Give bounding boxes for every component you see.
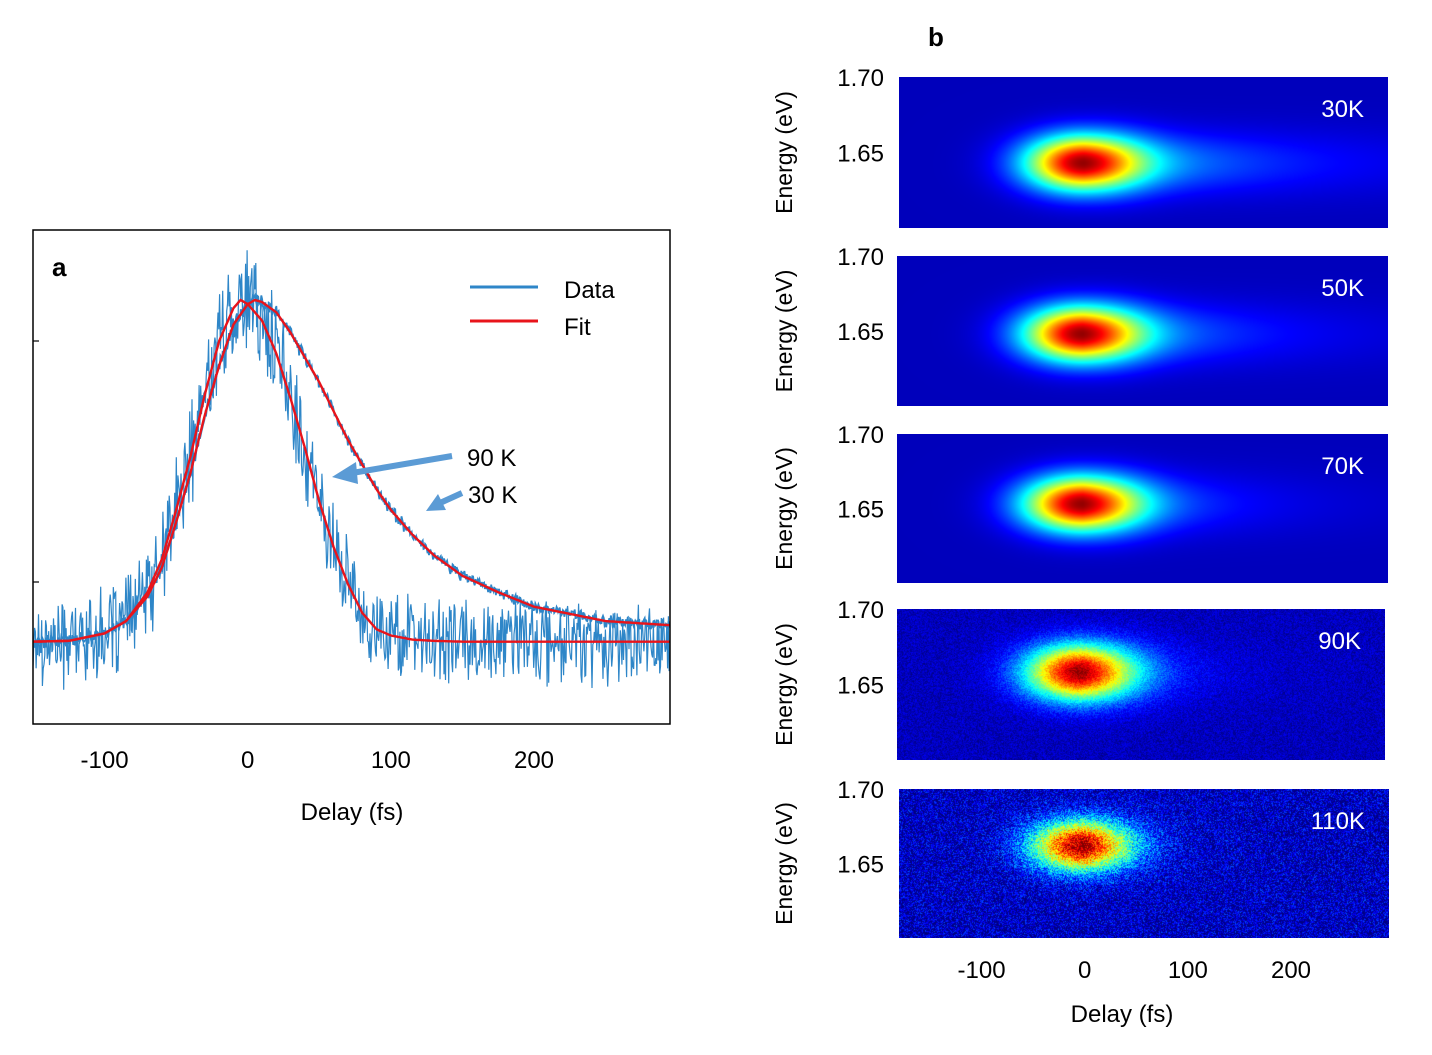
heatmap-image: [897, 609, 1385, 760]
annotation-arrowhead-90k: [332, 462, 358, 484]
heatmap-panel-90k: 90K 1.70 1.65 Energy (eV): [771, 597, 1385, 760]
y-tick-label: 1.65: [837, 141, 884, 168]
heatmap-y-axis-label: Energy (eV): [771, 623, 797, 746]
heatmap-image: [897, 256, 1388, 406]
heatmap-y-axis-label: Energy (eV): [771, 270, 797, 393]
x-tick-label: 200: [1271, 957, 1311, 984]
x-tick-label: 100: [1168, 957, 1208, 984]
panel-a-label: a: [52, 252, 67, 282]
annotation-arrow-90k: [351, 453, 453, 476]
panel-a-plot-area: [33, 250, 670, 690]
heatmap-image: [899, 77, 1388, 228]
y-tick-label: 1.65: [837, 852, 884, 879]
heatmap-y-axis-label: Energy (eV): [771, 447, 797, 570]
heatmap-panel-30k: 30K 1.70 1.65 Energy (eV): [771, 65, 1388, 228]
panel-b-heatmaps: 30K 1.70 1.65 Energy (eV) 50K 1.70 1.65 Energy …: [771, 65, 1389, 938]
y-tick-label: 1.65: [837, 497, 884, 524]
heatmap-panel-110k: 110K 1.70 1.65 Energy (eV): [771, 777, 1389, 938]
legend-data-label: Data: [564, 277, 615, 304]
panel-a-x-axis-label: Delay (fs): [301, 799, 404, 826]
panel-b-x-axis-label: Delay (fs): [1071, 1001, 1174, 1028]
heatmap-image: [897, 434, 1388, 583]
x-tick-label: -100: [958, 957, 1006, 984]
heatmap-temperature-label: 90K: [1318, 628, 1361, 655]
heatmap-image: [899, 789, 1389, 938]
panel-a-axes-frame: [32, 229, 671, 725]
annotation-arrow-30k: [438, 490, 464, 506]
legend-fit-label: Fit: [564, 314, 591, 341]
panel-b-x-ticks: -100 0 100 200: [958, 957, 1312, 984]
annotation-label-90k: 90 K: [467, 445, 516, 472]
panel-a-annotations: 90 K 30 K: [332, 445, 517, 511]
heatmap-temperature-label: 50K: [1321, 275, 1364, 302]
heatmap-temperature-label: 70K: [1321, 453, 1364, 480]
y-tick-label: 1.70: [837, 244, 884, 271]
y-tick-label: 1.70: [837, 422, 884, 449]
panel-a: a -100 0 100 200 Delay (fs) Data Fit 90 K 3…: [32, 229, 671, 826]
fit-series-90-k-fit: [33, 298, 670, 643]
x-tick-label: 200: [514, 747, 554, 774]
data-series-90-k-data: [33, 250, 670, 690]
y-tick-label: 1.65: [837, 673, 884, 700]
y-tick-label: 1.70: [837, 777, 884, 804]
panel-a-legend: Data Fit: [470, 277, 615, 341]
annotation-arrowhead-30k: [426, 494, 446, 511]
x-tick-label: 100: [371, 747, 411, 774]
heatmap-temperature-label: 110K: [1311, 808, 1365, 835]
x-tick-label: -100: [81, 747, 129, 774]
panel-b: b 30K 1.70 1.65 Energy (eV) 50K 1.70 1.65 Energ…: [771, 22, 1389, 1028]
heatmap-temperature-label: 30K: [1321, 96, 1364, 123]
annotation-label-30k: 30 K: [468, 482, 517, 509]
panel-a-x-ticks: -100 0 100 200: [81, 747, 554, 774]
x-tick-label: 0: [1078, 957, 1091, 984]
heatmap-y-axis-label: Energy (eV): [771, 802, 797, 925]
heatmap-panel-50k: 50K 1.70 1.65 Energy (eV): [771, 244, 1388, 406]
heatmap-y-axis-label: Energy (eV): [771, 91, 797, 214]
y-tick-label: 1.65: [837, 319, 884, 346]
panel-a-y-ticks: [33, 340, 39, 583]
heatmap-panel-70k: 70K 1.70 1.65 Energy (eV): [771, 422, 1388, 583]
y-tick-label: 1.70: [837, 597, 884, 624]
x-tick-label: 0: [241, 747, 254, 774]
fit-series-30-k-fit: [33, 298, 670, 643]
panel-b-label: b: [928, 22, 944, 52]
y-tick-label: 1.70: [837, 65, 884, 92]
